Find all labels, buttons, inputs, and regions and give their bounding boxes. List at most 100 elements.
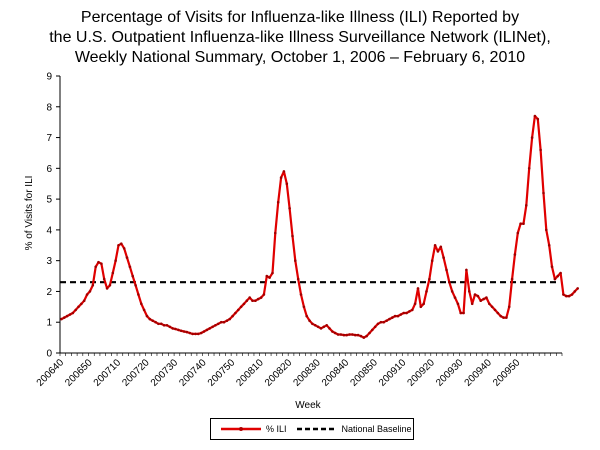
ili-point [336,333,340,336]
ili-point [490,305,494,309]
ili-point [419,305,423,309]
ili-point [174,327,177,331]
ili-point [510,277,514,281]
ili-point [65,314,69,318]
y-tick-label: 0 [46,349,52,360]
ili-point [388,317,391,321]
ili-point [291,234,294,238]
ili-point [225,319,229,323]
ili-point [379,320,383,324]
ili-point [385,319,388,323]
ili-point [316,325,320,329]
ili-point [202,330,206,333]
ili-point [333,331,337,335]
ili-point [430,259,434,263]
x-tick-label: 200840 [320,357,352,389]
ili-point [311,322,314,326]
ili-point [237,308,240,312]
ili-point [265,274,269,278]
ili-point [88,290,92,293]
ili-point [63,316,66,319]
y-tick-label: 6 [46,164,52,175]
ili-point [197,332,200,336]
y-tick-label: 3 [46,256,52,267]
ili-point [91,284,95,287]
legend-item-ili: % ILI [219,424,287,434]
ili-point [142,308,146,312]
ili-point [442,256,445,259]
ili-point [376,322,380,326]
ili-point [162,324,166,327]
ili-point [214,324,217,327]
title-line-1: Percentage of Visits for Influenza-like … [80,9,520,26]
ili-point [353,333,357,337]
ili-point [342,333,346,337]
ili-point [177,328,180,332]
ili-point [245,299,249,303]
ili-point [194,332,197,336]
ili-point [456,302,460,306]
ili-point [60,317,63,321]
ili-point [276,200,280,204]
ili-point [231,314,234,318]
x-tick-label: 200920 [406,357,438,389]
ili-point [80,302,83,306]
ili-point [302,305,306,309]
ili-point [479,299,483,303]
ili-point [85,293,89,296]
ili-point [502,316,505,319]
ili-point [325,324,329,327]
ili-point [228,317,231,321]
ili-point [74,308,77,312]
legend-label-baseline: National Baseline [341,424,412,434]
ili-point [217,322,220,326]
ili-point [254,299,257,303]
ili-point [117,244,120,247]
ili-point [576,287,579,290]
ili-point [533,114,537,118]
axes [59,76,562,354]
ili-point [271,271,274,275]
ili-point [242,302,246,306]
ili-point [345,333,349,337]
ili-point [530,136,534,139]
x-tick-label: 200650 [63,357,95,389]
y-tick-label: 2 [46,287,52,298]
y-axis-label: % of Visits for ILI [24,176,35,251]
ili-point [120,242,123,245]
x-tick-label: 200940 [463,357,495,389]
y-tick-label: 4 [46,225,52,236]
ili-point [262,293,266,296]
ili-point [105,287,109,290]
x-tick-label: 200730 [149,357,181,389]
ili-point [550,265,554,269]
legend-label-ili: % ILI [266,424,287,434]
ili-point [547,244,551,247]
ili-point [405,311,408,315]
x-tick-label: 200710 [92,357,124,389]
ili-point [319,327,323,330]
ili-point [470,302,474,306]
ili-point [328,327,331,330]
ili-point [559,271,562,275]
ili-point [373,325,377,329]
ili-point [128,265,132,269]
ili-point [274,231,277,235]
ili-point [453,296,457,299]
legend: % ILI National Baseline [210,418,414,440]
ili-point [165,324,169,327]
ili-point [476,294,480,298]
ili-point [259,296,263,299]
ili-point [251,299,254,303]
ili-point [462,311,465,315]
ili-point [402,311,406,315]
ili-point [448,280,451,284]
ili-point [256,297,260,301]
ili-point [322,325,326,329]
ili-point [179,329,183,333]
x-tick-label: 200950 [491,357,523,389]
x-ticks: 2006402006502007102007202007302007402007… [35,353,563,389]
ili-point [408,310,411,313]
ili-point [542,191,545,195]
ili-point [71,311,75,315]
